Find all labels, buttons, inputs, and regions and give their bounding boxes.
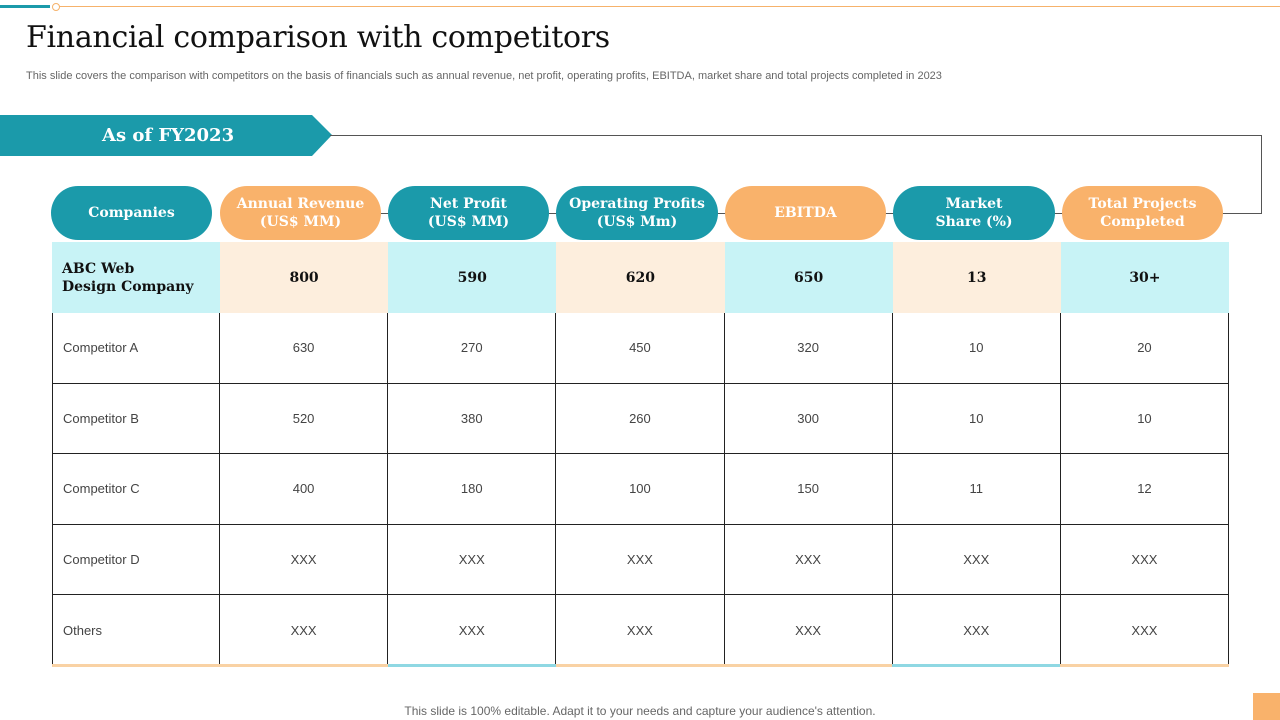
value-cell: 380 bbox=[388, 383, 557, 455]
company-name-cell: Others bbox=[52, 595, 220, 666]
top-accent-line bbox=[0, 5, 50, 8]
corner-accent bbox=[1253, 693, 1280, 720]
value-cell: XXX bbox=[1060, 524, 1230, 596]
company-name-cell: Competitor C bbox=[52, 454, 220, 525]
value-cell: 10 bbox=[892, 313, 1061, 384]
header-ebitda: EBITDA bbox=[725, 186, 886, 240]
page-title: Financial comparison with competitors bbox=[26, 20, 610, 55]
header-net-profit: Net Profit (US$ MM) bbox=[388, 186, 549, 240]
value-cell: 13 bbox=[892, 242, 1061, 313]
header-total-projects: Total Projects Completed bbox=[1062, 186, 1223, 240]
comparison-table: ABC Web Design Company 800 590 620 650 1… bbox=[52, 242, 1230, 666]
value-cell: 400 bbox=[219, 454, 389, 525]
table-bottom-accent bbox=[52, 664, 1229, 667]
header-market-share: Market Share (%) bbox=[893, 186, 1055, 240]
company-name-cell: Competitor A bbox=[52, 313, 220, 384]
table-row-highlight: ABC Web Design Company 800 590 620 650 1… bbox=[52, 242, 1230, 313]
value-cell: 150 bbox=[724, 454, 893, 525]
table-row: Others XXX XXX XXX XXX XXX XXX bbox=[52, 595, 1230, 666]
value-cell: XXX bbox=[892, 524, 1061, 596]
value-cell: 100 bbox=[556, 454, 725, 525]
header-annual-revenue: Annual Revenue (US$ MM) bbox=[220, 186, 381, 240]
value-cell: 180 bbox=[388, 454, 557, 525]
value-cell: 300 bbox=[724, 383, 893, 455]
value-cell: XXX bbox=[1060, 595, 1230, 666]
value-cell: 11 bbox=[892, 454, 1061, 525]
table-row: Competitor A 630 270 450 320 10 20 bbox=[52, 313, 1230, 384]
header-operating-profits: Operating Profits (US$ Mm) bbox=[556, 186, 718, 240]
value-cell: 20 bbox=[1060, 313, 1230, 384]
page-subtitle: This slide covers the comparison with co… bbox=[26, 70, 942, 82]
footer-note: This slide is 100% editable. Adapt it to… bbox=[404, 704, 876, 718]
table-row: Competitor B 520 380 260 300 10 10 bbox=[52, 383, 1230, 455]
table-row: Competitor D XXX XXX XXX XXX XXX XXX bbox=[52, 524, 1230, 596]
top-divider-dot bbox=[52, 3, 60, 11]
value-cell: XXX bbox=[556, 595, 725, 666]
value-cell: 12 bbox=[1060, 454, 1230, 525]
value-cell: 320 bbox=[724, 313, 893, 384]
value-cell: XXX bbox=[219, 595, 389, 666]
value-cell: XXX bbox=[892, 595, 1061, 666]
header-companies: Companies bbox=[51, 186, 212, 240]
value-cell: XXX bbox=[724, 595, 893, 666]
fy-banner-label: As of FY2023 bbox=[102, 125, 235, 146]
table-row: Competitor C 400 180 100 150 11 12 bbox=[52, 454, 1230, 525]
top-divider-line bbox=[56, 6, 1280, 7]
value-cell: 10 bbox=[1060, 383, 1230, 455]
value-cell: 520 bbox=[219, 383, 389, 455]
value-cell: XXX bbox=[219, 524, 389, 596]
value-cell: 10 bbox=[892, 383, 1061, 455]
company-name-cell: ABC Web Design Company bbox=[52, 242, 220, 313]
value-cell: XXX bbox=[388, 595, 557, 666]
value-cell: 800 bbox=[219, 242, 389, 313]
value-cell: 620 bbox=[556, 242, 725, 313]
value-cell: XXX bbox=[724, 524, 893, 596]
value-cell: XXX bbox=[556, 524, 725, 596]
value-cell: 650 bbox=[724, 242, 893, 313]
value-cell: XXX bbox=[388, 524, 557, 596]
fy-banner bbox=[0, 115, 332, 156]
company-name-cell: Competitor B bbox=[52, 383, 220, 455]
value-cell: 450 bbox=[556, 313, 725, 384]
value-cell: 590 bbox=[388, 242, 557, 313]
company-name-cell: Competitor D bbox=[52, 524, 220, 596]
value-cell: 30+ bbox=[1060, 242, 1230, 313]
value-cell: 260 bbox=[556, 383, 725, 455]
value-cell: 270 bbox=[388, 313, 557, 384]
value-cell: 630 bbox=[219, 313, 389, 384]
